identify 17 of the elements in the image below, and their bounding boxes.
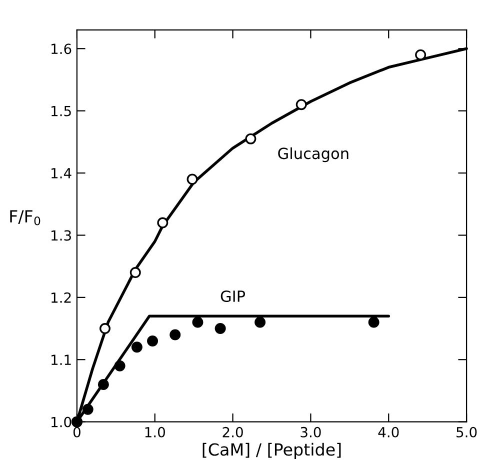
x-axis-title: [CaM] / [Peptide]	[202, 442, 341, 460]
y-axis-title: F/F$_{0}$	[10, 210, 40, 226]
x-tick-label: 1.0	[145, 426, 165, 438]
y-tick-label: 1.0	[52, 416, 72, 428]
x-tick-label: 0	[73, 426, 80, 438]
series-label: Glucagon	[278, 147, 348, 162]
y-tick-label: 1.4	[52, 168, 72, 178]
y-tick-label: 1.2	[52, 292, 71, 303]
y-tick-label: 1.3	[52, 230, 71, 241]
x-tick-label: 3.0	[300, 426, 321, 438]
y-tick-label: 1.5	[52, 106, 71, 116]
series-label: GIP	[220, 290, 246, 302]
x-tick-label: 5.0	[456, 426, 477, 438]
x-tick-label: 4.0	[378, 426, 399, 438]
x-tick-label: 2.0	[222, 426, 243, 438]
y-tick-label: 1.6	[52, 44, 72, 54]
y-tick-label: 1.1	[52, 354, 71, 365]
